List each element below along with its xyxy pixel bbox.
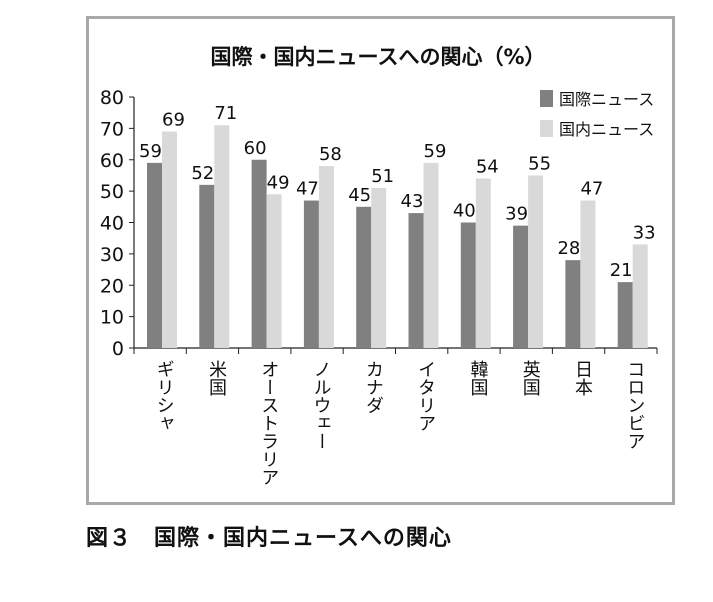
data-label: 28 (557, 238, 580, 259)
bar-domestic (266, 194, 282, 348)
figure-number: 図３ (86, 526, 133, 551)
data-label: 69 (162, 110, 185, 131)
bar-international (513, 225, 529, 348)
data-label: 52 (191, 163, 214, 184)
bar-domestic (371, 187, 387, 348)
y-tick-label: 10 (100, 307, 124, 329)
y-tick-label: 30 (100, 244, 124, 266)
legend-label: 国内ニュース (559, 120, 654, 139)
y-tick-label: 80 (100, 87, 124, 109)
data-label: 40 (453, 201, 476, 222)
data-label: 33 (633, 222, 656, 243)
figure-caption-text: 国際・国内ニュースへの関心 (154, 526, 452, 551)
x-tick-labels: ギリシャ 米国 オーストラリア ノルウェー カナダ イタリア 韓国 英国 日本 コロンビア (154, 360, 646, 486)
chart-title: 国際・国内ニュースへの関心（%） (211, 45, 546, 69)
y-tick-label: 50 (100, 181, 124, 203)
legend-swatch (540, 120, 553, 137)
bar-domestic (162, 131, 177, 348)
x-tick-label: 日本 (572, 360, 593, 396)
x-tick-label: オーストラリア (258, 360, 279, 486)
bar-international (565, 260, 581, 348)
bar-international (147, 162, 162, 348)
figure-caption: 図３ 国際・国内ニュースへの関心 (86, 520, 452, 552)
bar-international (356, 206, 372, 348)
bar-domestic (318, 166, 334, 348)
bar-domestic (423, 162, 439, 348)
data-label: 58 (319, 144, 342, 165)
data-label: 59 (424, 141, 447, 162)
data-label: 60 (244, 138, 267, 159)
data-label: 71 (214, 103, 237, 124)
bar-international (617, 282, 633, 348)
bar-international (303, 200, 319, 348)
data-label: 45 (348, 185, 371, 206)
x-tick-label: 韓国 (467, 360, 488, 396)
legend-label: 国際ニュース (559, 90, 654, 109)
x-tick-label: 米国 (206, 360, 227, 396)
y-tick-label: 60 (100, 150, 124, 172)
data-label: 47 (580, 179, 603, 200)
y-tick-label: 0 (112, 338, 124, 360)
bars (147, 125, 648, 348)
bar-domestic (528, 175, 544, 348)
data-label: 49 (267, 172, 290, 193)
bar-domestic (475, 178, 491, 348)
y-tick-label: 70 (100, 118, 124, 140)
x-tick-label: ノルウェー (311, 360, 332, 450)
data-label: 55 (528, 153, 551, 174)
data-label: 59 (139, 141, 162, 162)
bar-international (199, 184, 215, 348)
x-tick-label: カナダ (363, 360, 384, 414)
data-label: 54 (476, 157, 499, 178)
x-tick-label: ギリシャ (154, 360, 175, 432)
x-tick-label: イタリア (415, 360, 436, 432)
bar-domestic (214, 125, 230, 348)
legend-swatch (540, 90, 553, 107)
y-tick-label: 40 (100, 213, 124, 235)
data-label: 47 (296, 179, 319, 200)
x-tick-label: コロンビア (624, 360, 645, 450)
bar-international (460, 222, 476, 348)
bar-international (251, 159, 267, 348)
y-tick-label: 20 (100, 275, 124, 297)
data-label: 21 (610, 260, 633, 281)
data-label: 51 (371, 166, 394, 187)
data-label: 39 (505, 204, 528, 225)
bar-domestic (580, 200, 596, 348)
x-tick-label: 英国 (520, 360, 541, 396)
data-label: 43 (401, 191, 424, 212)
bar-domestic (632, 244, 648, 348)
bar-international (408, 213, 424, 348)
